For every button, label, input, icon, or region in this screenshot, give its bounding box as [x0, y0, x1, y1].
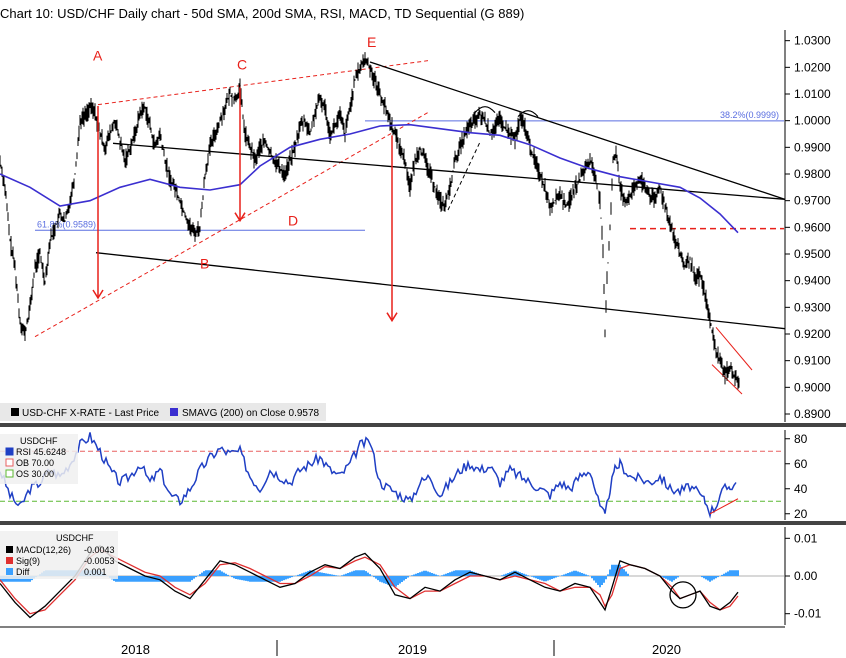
rsi-legend-label: RSI 45.6248: [16, 447, 66, 457]
price-y-tick-label: 1.0200: [794, 60, 831, 74]
price-y-tick-label: 0.9900: [794, 140, 831, 154]
macd-legend-value: -0.0053: [84, 556, 115, 566]
wedge-lower-line: [34, 110, 431, 338]
price-rsi-separator: [0, 423, 846, 427]
x-tick-label: 2018: [121, 642, 150, 657]
price-y-tick-label: 1.0000: [794, 114, 831, 128]
price-legend-bg: [0, 403, 326, 421]
pattern-point-label: D: [288, 213, 298, 229]
rsi-legend-label: OB 70.00: [16, 458, 54, 468]
macd-legend-value: -0.0043: [84, 545, 115, 555]
projection-arrowhead: [234, 212, 246, 223]
price-y-tick-label: 0.9100: [794, 354, 831, 368]
price-y-tick-label: 0.9400: [794, 274, 831, 288]
pattern-point-label: C: [237, 57, 247, 73]
price-y-tick-label: 0.8900: [794, 407, 831, 421]
panel-separators: [0, 423, 846, 525]
rsi-y-tick-label: 80: [794, 432, 808, 446]
rsi-legend-title: USDCHF: [20, 436, 58, 446]
rsi-trendline: [709, 498, 739, 515]
macd-panel: 0.01 0.00 -0.01 USDCHF MACD(12,26) -0.0043 Sig…: [0, 527, 822, 625]
top-arc: [517, 110, 539, 118]
rsi-series: [0, 432, 737, 519]
macd-legend-label: Diff: [16, 567, 30, 577]
price-y-tick-label: 1.0100: [794, 87, 831, 101]
macd-legend-value: 0.001: [84, 567, 107, 577]
legend-swatch-sma: [170, 408, 178, 416]
macd-y-tick-label: -0.01: [794, 607, 822, 621]
price-y-tick-label: 0.9700: [794, 194, 831, 208]
top-arc: [474, 106, 496, 114]
macd-legend-swatch: [6, 557, 13, 564]
macd-y-tick-label: 0.00: [794, 569, 818, 583]
trendline: [369, 61, 786, 200]
trendline: [112, 142, 786, 200]
trendline: [95, 252, 786, 330]
pattern-point-label: E: [367, 34, 376, 50]
x-tick-label: 2020: [652, 642, 681, 657]
sma200-series: [0, 123, 739, 234]
macd-legend-swatch: [6, 568, 13, 575]
x-tick-label: 2019: [398, 642, 427, 657]
fib-level-label: 38.2%(0.9999): [720, 110, 779, 120]
pattern-point-label: B: [200, 255, 209, 271]
projection-arrowhead: [92, 289, 104, 300]
price-y-tick-label: 0.9800: [794, 167, 831, 181]
price-series: [0, 52, 740, 390]
legend-swatch-price: [11, 408, 19, 416]
price-y-tick-label: 0.9600: [794, 220, 831, 234]
price-y-tick-label: 1.0300: [794, 34, 831, 48]
rsi-macd-separator: [0, 521, 846, 525]
macd-legend-swatch: [6, 546, 13, 553]
price-y-tick-label: 0.9200: [794, 327, 831, 341]
channel-upper-line: [715, 327, 753, 371]
macd-y-tick-label: 0.01: [794, 531, 818, 545]
price-y-tick-label: 0.9300: [794, 300, 831, 314]
neckline-dashed: [447, 141, 481, 211]
price-y-tick-label: 0.9500: [794, 247, 831, 261]
chart-title: Chart 10: USD/CHF Daily chart - 50d SMA,…: [0, 6, 525, 21]
projection-arrowhead: [386, 312, 398, 323]
pattern-point-label: A: [93, 47, 103, 63]
rsi-legend-label: OS 30.00: [16, 469, 54, 479]
macd-legend-title: USDCHF: [56, 533, 94, 543]
rsi-y-tick-label: 20: [794, 507, 808, 521]
legend-label-sma: SMAVG (200) on Close 0.9578: [182, 408, 320, 419]
rsi-y-tick-label: 40: [794, 482, 808, 496]
fib-level-label: 61.8%(0.9589): [37, 219, 96, 229]
price-panel: 1.0300 1.0200 1.0100 1.0000 0.9900 0.9800 0.97…: [0, 30, 831, 422]
macd-crossover-circle: [669, 581, 697, 609]
macd-series: [0, 544, 739, 619]
rsi-legend-swatch: [5, 447, 14, 456]
rsi-legend-swatch: [5, 458, 14, 467]
price-y-tick-label: 0.9000: [794, 380, 831, 394]
legend-label-price: USD-CHF X-RATE - Last Price: [22, 408, 159, 419]
rsi-y-tick-label: 60: [794, 457, 808, 471]
rsi-legend-swatch: [5, 469, 14, 478]
x-axis: 2018 2019 2020: [0, 626, 785, 657]
macd-legend-bg: [0, 531, 118, 579]
macd-legend-label: MACD(12,26): [16, 545, 71, 555]
macd-legend-label: Sig(9): [16, 556, 40, 566]
